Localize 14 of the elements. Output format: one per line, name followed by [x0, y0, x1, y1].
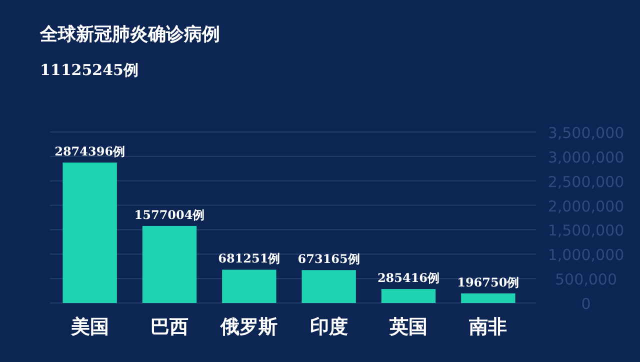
data-label: 673165例	[298, 252, 360, 266]
x-tick-label: 印度	[310, 316, 348, 338]
data-label: 2874396例	[54, 144, 126, 159]
x-tick-label: 俄罗斯	[220, 316, 278, 338]
data-label: 285416例	[377, 271, 440, 286]
chart-title: 全球新冠肺炎确诊病例	[39, 24, 220, 45]
x-tick-label: 南非	[468, 316, 508, 338]
data-label: 681251例	[218, 252, 280, 266]
chart-subtitle: 11125245例	[40, 61, 138, 79]
data-label: 1577004例	[134, 208, 205, 222]
data-label: 196750例	[457, 275, 520, 290]
x-tick-label: 英国	[388, 316, 428, 338]
x-tick-label: 美国	[70, 316, 109, 338]
x-tick-label: 巴西	[150, 316, 188, 338]
